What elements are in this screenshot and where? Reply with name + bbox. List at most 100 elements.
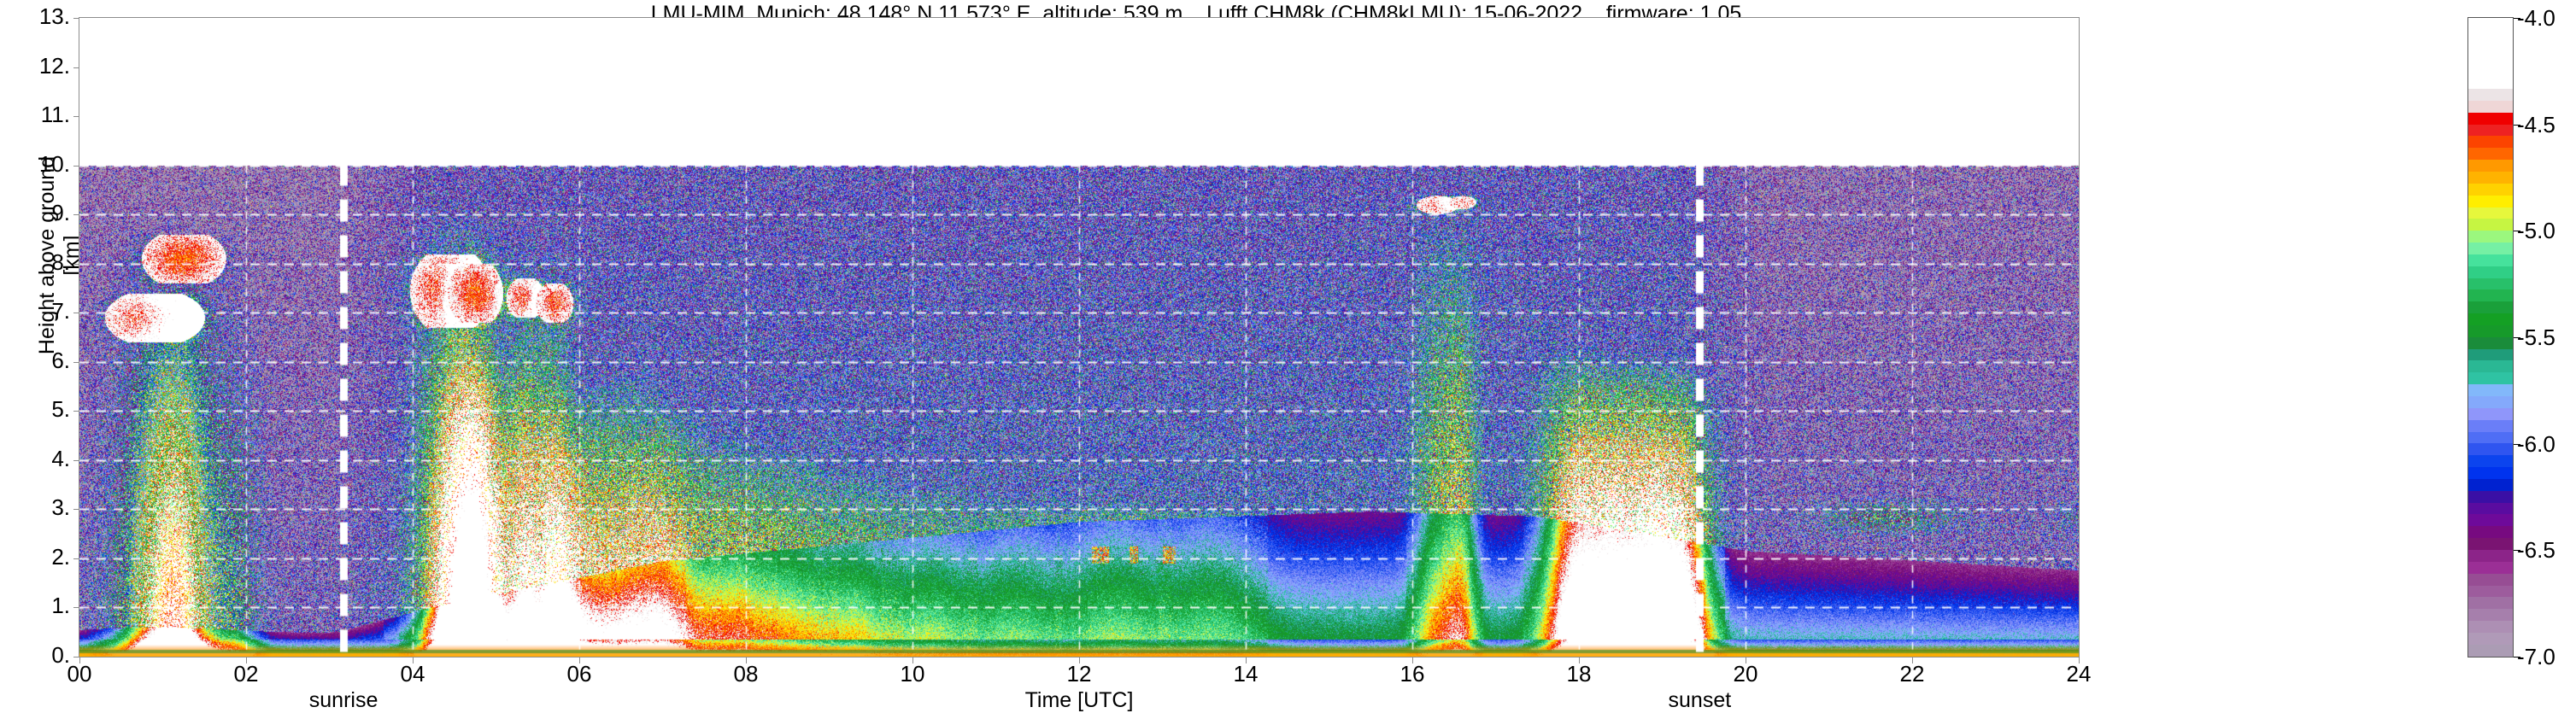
colorbar-segment xyxy=(2468,77,2513,90)
colorbar-segment xyxy=(2468,160,2513,172)
x-tick-label: 12 xyxy=(1066,661,1092,687)
colorbar-segment xyxy=(2468,490,2513,503)
colorbar-segment xyxy=(2468,526,2513,539)
colorbar-segment xyxy=(2468,301,2513,314)
annotation-label-sunrise: sunrise xyxy=(308,688,378,712)
colorbar-segment xyxy=(2468,360,2513,373)
colorbar-segment xyxy=(2468,348,2513,361)
colorbar-segment xyxy=(2468,183,2513,196)
y-tick-mark xyxy=(73,558,79,559)
colorbar-tick-mark xyxy=(2514,124,2520,126)
colorbar-segment xyxy=(2468,443,2513,456)
colorbar-segment xyxy=(2468,29,2513,42)
y-tick-mark xyxy=(73,361,79,363)
colorbar-tick-label: -5.0 xyxy=(2517,218,2555,244)
x-tick-label: 20 xyxy=(1733,661,1758,687)
y-tick-mark xyxy=(73,116,79,118)
colorbar-segment xyxy=(2468,407,2513,420)
colorbar-segment xyxy=(2468,478,2513,491)
colorbar-segment xyxy=(2468,278,2513,290)
x-tick-mark xyxy=(746,657,747,663)
colorbar-segment xyxy=(2468,455,2513,468)
x-tick-mark xyxy=(246,657,247,663)
x-tick-label: 00 xyxy=(67,661,92,687)
colorbar-segment xyxy=(2468,100,2513,113)
colorbar-segment xyxy=(2468,549,2513,562)
y-tick-mark xyxy=(73,509,79,511)
y-tick-mark xyxy=(73,67,79,68)
x-tick-mark xyxy=(79,657,80,663)
colorbar-segment xyxy=(2468,502,2513,515)
x-tick-mark xyxy=(2079,657,2080,663)
x-tick-label: 24 xyxy=(2066,661,2092,687)
y-tick-label: 10. xyxy=(38,150,70,177)
colorbar-segment xyxy=(2468,254,2513,266)
colorbar-tick-label: -6.0 xyxy=(2517,430,2555,457)
colorbar-segment xyxy=(2468,41,2513,54)
colorbar-segment xyxy=(2468,243,2513,254)
colorbar-segment xyxy=(2468,538,2513,550)
colorbar-segment xyxy=(2468,419,2513,432)
y-tick-label: 12. xyxy=(38,52,70,79)
x-tick-label: 22 xyxy=(1899,661,1925,687)
colorbar-segment xyxy=(2468,207,2513,219)
y-tick-mark xyxy=(73,263,79,265)
y-tick-mark xyxy=(73,18,79,19)
y-tick-label: 0. xyxy=(51,642,70,668)
colorbar-segment xyxy=(2468,597,2513,610)
colorbar-segment xyxy=(2468,289,2513,302)
colorbar-segment xyxy=(2468,384,2513,396)
colorbar-tick-label: -6.5 xyxy=(2517,537,2555,564)
colorbar-segment xyxy=(2468,644,2513,657)
x-tick-mark xyxy=(579,657,580,663)
colorbar-segment xyxy=(2468,585,2513,598)
colorbar-tick-mark xyxy=(2514,337,2520,338)
colorbar-segment xyxy=(2468,171,2513,184)
x-tick-mark xyxy=(1912,657,1913,663)
x-tick-label: 02 xyxy=(233,661,259,687)
colorbar-tick-label: -4.0 xyxy=(2517,5,2555,31)
colorbar-segment xyxy=(2468,195,2513,207)
colorbar-segment xyxy=(2468,124,2513,137)
y-tick-mark xyxy=(73,459,79,461)
y-tick-label: 3. xyxy=(51,494,70,521)
colorbar-tick-label: -5.5 xyxy=(2517,324,2555,350)
colorbar-segment xyxy=(2468,266,2513,278)
colorbar-segment xyxy=(2468,18,2513,30)
x-tick-mark xyxy=(912,657,913,663)
colorbar-segment xyxy=(2468,621,2513,633)
y-tick-mark xyxy=(73,165,79,167)
y-tick-label: 6. xyxy=(51,347,70,373)
colorbar-segment xyxy=(2468,336,2513,349)
colorbar-tick-mark xyxy=(2514,443,2520,445)
y-tick-label: 7. xyxy=(51,298,70,324)
colorbar-segment xyxy=(2468,324,2513,337)
backscatter-heatmap xyxy=(79,18,2079,657)
y-tick-label: 1. xyxy=(51,593,70,619)
colorbar xyxy=(2467,17,2514,657)
colorbar-segment xyxy=(2468,573,2513,586)
colorbar-segment xyxy=(2468,65,2513,78)
y-tick-mark xyxy=(73,214,79,216)
colorbar-segment xyxy=(2468,609,2513,622)
x-tick-label: 08 xyxy=(733,661,759,687)
colorbar-segment xyxy=(2468,89,2513,101)
x-tick-mark xyxy=(1246,657,1247,663)
x-tick-label: 10 xyxy=(900,661,925,687)
colorbar-segment xyxy=(2468,148,2513,161)
colorbar-tick-mark xyxy=(2514,18,2520,19)
x-tick-label: 18 xyxy=(1566,661,1592,687)
y-tick-mark xyxy=(73,607,79,609)
colorbar-segment xyxy=(2468,53,2513,66)
x-tick-mark xyxy=(1579,657,1580,663)
y-tick-label: 5. xyxy=(51,396,70,423)
colorbar-segment xyxy=(2468,112,2513,125)
colorbar-tick-mark xyxy=(2514,550,2520,552)
colorbar-segment xyxy=(2468,431,2513,444)
x-tick-mark xyxy=(1412,657,1413,663)
colorbar-tick-label: -7.0 xyxy=(2517,644,2555,669)
colorbar-segment xyxy=(2468,514,2513,527)
annotation-label-sunset: sunset xyxy=(1668,688,1732,712)
colorbar-segment xyxy=(2468,219,2513,231)
